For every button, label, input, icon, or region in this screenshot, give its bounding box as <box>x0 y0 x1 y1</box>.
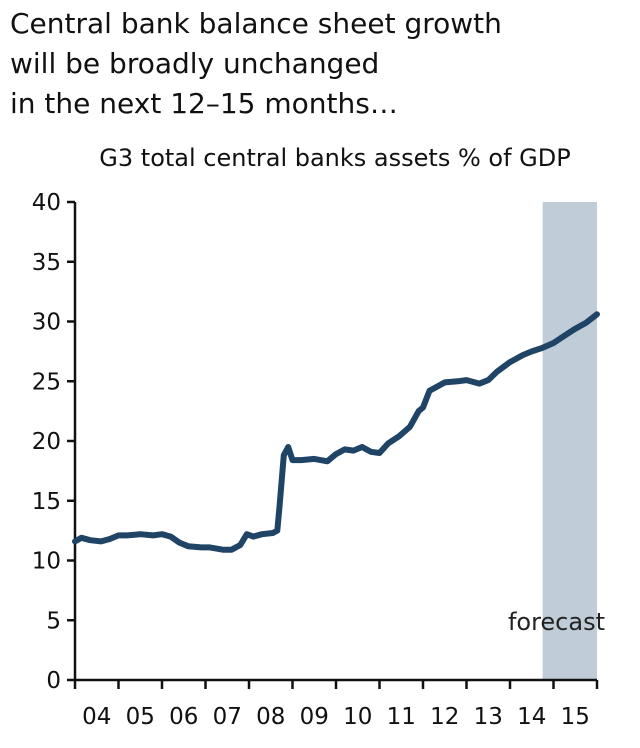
headline-line-1: Central bank balance sheet growth <box>10 7 502 40</box>
x-tick-label: 04 <box>82 704 111 730</box>
x-tick-label: 08 <box>256 704 285 730</box>
x-tick-label: 10 <box>343 704 372 730</box>
x-tick-label: 11 <box>387 704 416 730</box>
series-line-g3-assets <box>72 311 600 553</box>
y-tick-label: 35 <box>32 250 61 276</box>
y-tick-label: 15 <box>32 489 61 515</box>
forecast-shaded-region <box>542 202 597 680</box>
x-tick-label: 15 <box>561 704 590 730</box>
y-tick-label: 30 <box>32 310 61 336</box>
x-tick-label: 12 <box>430 704 459 730</box>
forecast-label: forecast <box>508 608 605 636</box>
x-tick-label: 14 <box>517 704 546 730</box>
x-tick-label: 06 <box>169 704 198 730</box>
x-tick-label: 09 <box>300 704 329 730</box>
y-tick-label: 5 <box>46 608 61 634</box>
y-tick-label: 10 <box>32 549 61 575</box>
x-tick-label: 07 <box>213 704 242 730</box>
x-tick-label: 05 <box>126 704 155 730</box>
y-axis-ticks: 0 5 10 15 20 25 30 35 40 <box>32 190 75 694</box>
y-tick-label: 20 <box>32 429 61 455</box>
y-tick-label: 40 <box>32 190 61 216</box>
headline-line-3: in the next 12–15 months… <box>10 87 398 120</box>
headline-line-2: will be broadly unchanged <box>10 47 380 80</box>
y-tick-label: 0 <box>46 668 61 694</box>
chart-title: G3 total central banks assets % of GDP <box>99 144 571 172</box>
x-axis-ticks: 04 05 06 07 08 09 10 11 12 13 14 15 <box>73 680 599 730</box>
x-tick-label: 13 <box>474 704 503 730</box>
y-tick-label: 25 <box>32 369 61 395</box>
headline: Central bank balance sheet growth will b… <box>10 4 630 124</box>
